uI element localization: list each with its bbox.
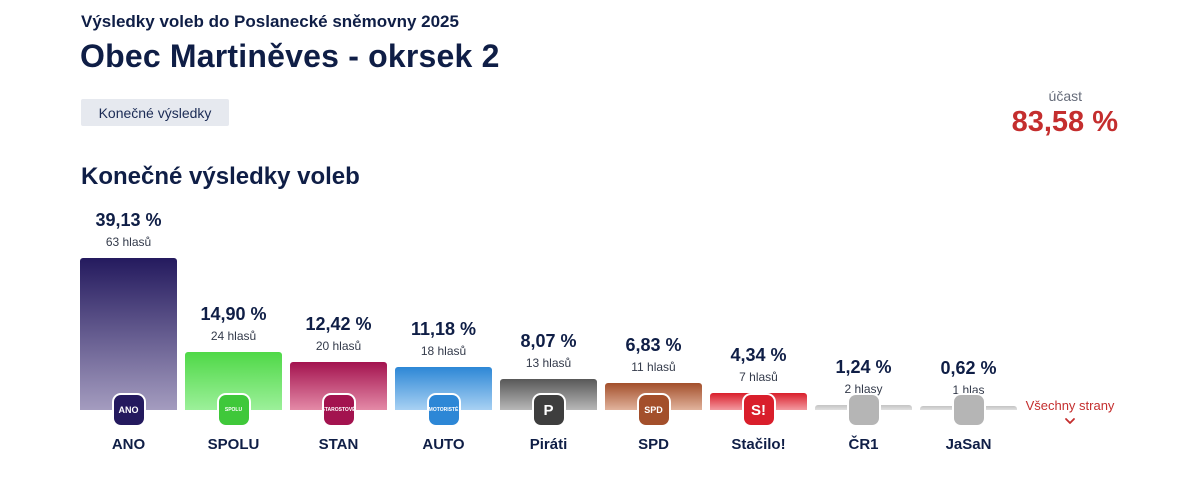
motoriste-logo-icon: MOTORISTÉ [428, 395, 459, 425]
percent-label: 6,83 % [625, 335, 682, 355]
percent-label: 0,62 % [940, 358, 997, 378]
party-label-jasan: JaSaN [945, 436, 992, 453]
page-title: Obec Martiněves - okrsek 2 [80, 38, 500, 74]
page-subtitle: Výsledky voleb do Poslanecké sněmovny 20… [81, 12, 459, 31]
percent-label: 8,07 % [520, 331, 577, 351]
jasan-logo-icon [953, 395, 984, 425]
ano-logo-icon: ANO [113, 395, 144, 425]
pirati-logo-icon: P [533, 395, 564, 425]
votes-label: 20 hlasů [315, 339, 362, 353]
spd-logo-icon: SPD [638, 395, 669, 425]
turnout-label: účast [1048, 88, 1082, 104]
all-parties-link[interactable]: Všechny strany [1025, 398, 1115, 413]
votes-label: 13 hlasů [525, 356, 572, 370]
percent-label: 12,42 % [305, 314, 372, 334]
percent-label: 1,24 % [835, 357, 892, 377]
chevron-down-icon[interactable] [1063, 416, 1077, 428]
status-badge: Konečné výsledky [81, 99, 229, 126]
votes-label: 63 hlasů [105, 235, 152, 249]
percent-label: 39,13 % [95, 210, 162, 230]
stan-logo-icon: STAROSTOVÉ [322, 395, 356, 425]
votes-label: 1 hlas [952, 383, 985, 397]
party-label-čr1: ČR1 [848, 436, 879, 453]
spolu-logo-icon: SPOLU [218, 395, 249, 425]
stacilo-logo-icon: S! [743, 395, 774, 425]
turnout-value: 83,58 % [1011, 106, 1118, 138]
party-label-ano: ANO [111, 436, 146, 453]
party-label-piráti: Piráti [529, 436, 568, 453]
party-label-stačilo!: Stačilo! [731, 436, 786, 453]
section-title: Konečné výsledky voleb [81, 163, 360, 190]
votes-label: 2 hlasy [844, 382, 883, 396]
bar-ano[interactable] [80, 258, 177, 410]
party-label-auto: AUTO [422, 436, 465, 453]
percent-label: 14,90 % [200, 304, 267, 324]
votes-label: 18 hlasů [420, 344, 467, 358]
party-label-stan: STAN [318, 436, 359, 453]
percent-label: 4,34 % [730, 345, 787, 365]
party-label-spolu: SPOLU [207, 436, 260, 453]
votes-label: 11 hlasů [631, 360, 676, 374]
cr1-logo-icon [848, 395, 879, 425]
votes-label: 7 hlasů [739, 370, 778, 384]
percent-label: 11,18 % [410, 319, 477, 339]
party-label-spd: SPD [638, 436, 669, 453]
votes-label: 24 hlasů [210, 329, 257, 343]
